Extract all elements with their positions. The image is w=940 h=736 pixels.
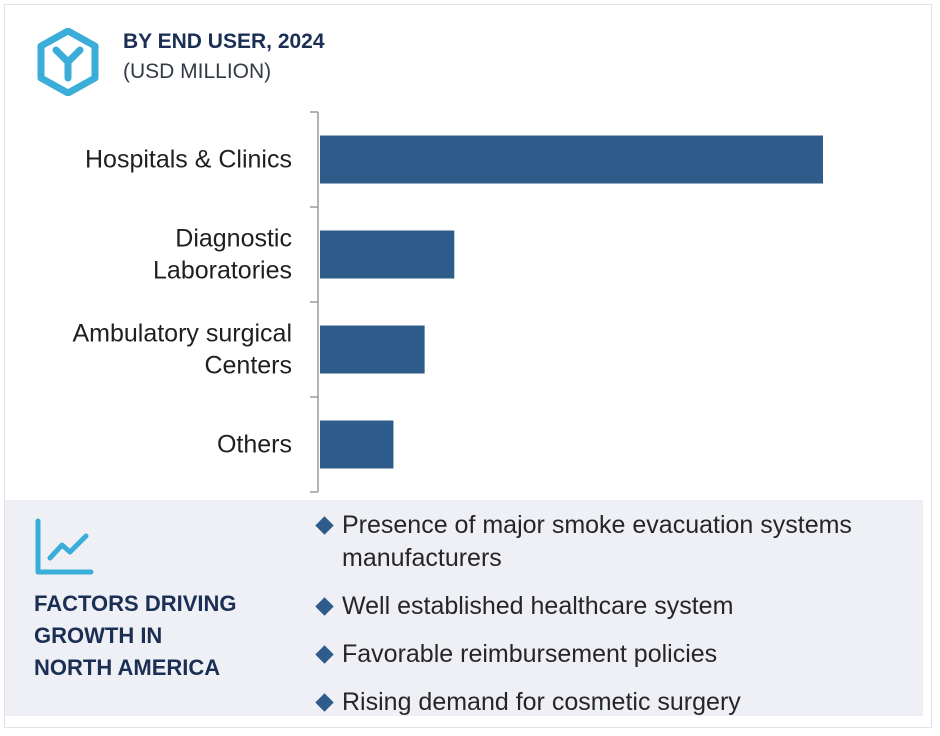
bar-chart: Hospitals & Clinics Diagnostic Laboratorie… bbox=[72, 111, 823, 493]
diamond-bullet-icon bbox=[315, 693, 334, 712]
category-label-group: Hospitals & Clinics Diagnostic Laboratorie… bbox=[72, 146, 292, 459]
category-label: Diagnostic bbox=[175, 225, 292, 253]
factor-text: Rising demand for cosmetic surgery bbox=[342, 688, 741, 716]
factors-list: Presence of major smoke evacuation syste… bbox=[315, 509, 926, 734]
factor-text: Favorable reimbursement policies bbox=[342, 640, 718, 668]
y-hexagon-logo-icon bbox=[37, 28, 99, 96]
factors-panel bbox=[5, 500, 923, 716]
category-label: Ambulatory surgical bbox=[72, 320, 292, 348]
chart-title: BY END USER, 2024 bbox=[123, 30, 325, 53]
bar bbox=[320, 230, 455, 279]
diamond-bullet-icon bbox=[315, 516, 334, 535]
chart-subtitle: (USD MILLION) bbox=[123, 60, 272, 83]
category-label: Hospitals & Clinics bbox=[85, 146, 292, 174]
category-label: Centers bbox=[204, 352, 292, 380]
diamond-bullet-icon bbox=[315, 645, 334, 664]
trend-line-chart-icon bbox=[35, 518, 94, 575]
factor-text: Well established healthcare system bbox=[342, 592, 734, 620]
bar-group bbox=[320, 135, 823, 469]
category-label: Others bbox=[217, 431, 292, 459]
bar bbox=[320, 325, 425, 374]
factor-item: Favorable reimbursement policies bbox=[315, 638, 926, 671]
category-label: Laboratories bbox=[153, 257, 292, 285]
factors-heading-line: NORTH AMERICA bbox=[34, 655, 221, 680]
bar bbox=[320, 135, 823, 184]
factor-item: Presence of major smoke evacuation syste… bbox=[315, 509, 926, 575]
factors-heading-line: GROWTH IN bbox=[34, 623, 163, 648]
factor-item: Rising demand for cosmetic surgery bbox=[315, 686, 926, 719]
factors-heading-line: FACTORS DRIVING bbox=[34, 591, 237, 616]
factor-item: Well established healthcare system bbox=[315, 590, 926, 623]
chart-axis bbox=[310, 111, 319, 493]
diamond-bullet-icon bbox=[315, 597, 334, 616]
bar bbox=[320, 420, 394, 469]
factor-text: Presence of major smoke evacuation syste… bbox=[342, 511, 852, 572]
factors-heading: FACTORS DRIVING GROWTH IN NORTH AMERICA bbox=[34, 588, 274, 684]
